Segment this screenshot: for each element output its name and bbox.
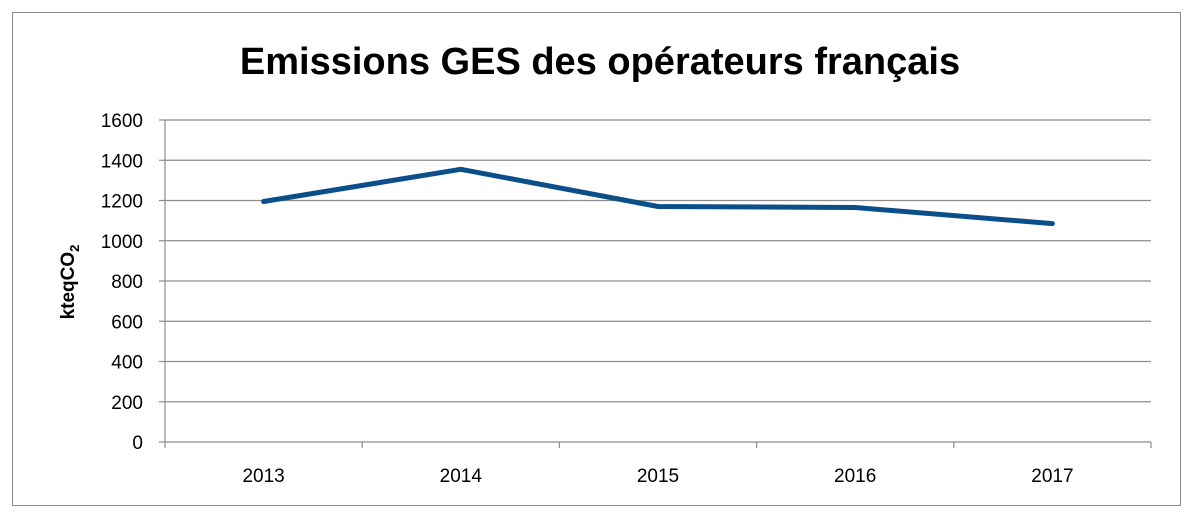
series-lines [261,166,1055,227]
x-tick-label: 2014 [440,466,483,487]
x-tick-labels: 2013 2014 2015 2016 2017 [242,466,1073,487]
y-axis-label-subscript: 2 [67,245,82,252]
y-tick-label: 400 [111,353,143,374]
y-axis-label-main: kteqCO [58,252,79,320]
x-tick-label: 2017 [1031,466,1073,487]
y-tick-label: 1200 [101,192,143,213]
gridlines [159,119,1152,448]
x-tick-label: 2016 [834,466,876,487]
y-axis-label: kteqCO2 [58,245,82,320]
chart-title: Emissions GES des opérateurs français [240,41,960,83]
y-tick-label: 0 [132,433,143,454]
y-tick-label: 200 [111,393,143,414]
series-line [261,166,1055,227]
y-tick-label: 600 [111,312,143,333]
chart-frame [12,12,1181,506]
x-tick-label: 2013 [242,466,284,487]
y-tick-label: 1400 [101,151,143,172]
x-tick-label: 2015 [637,466,679,487]
y-tick-label: 800 [111,272,143,293]
y-tick-label: 1000 [101,232,143,253]
y-tick-labels: 0 200 400 600 800 1000 1200 1400 1600 [101,111,143,454]
y-tick-label: 1600 [101,111,143,132]
